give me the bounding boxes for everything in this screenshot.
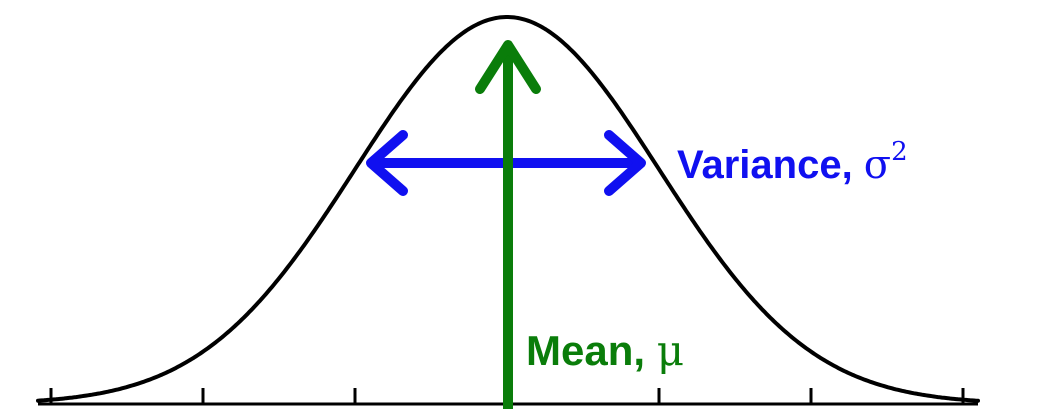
variance-exponent: 2 [891, 137, 908, 167]
mu-symbol: μ [657, 326, 684, 375]
variance-label: Variance, σ2 [677, 137, 908, 188]
mean-label-text: Mean, [526, 327, 657, 374]
mean-arrow [475, 40, 541, 409]
bell-curve [36, 15, 980, 403]
variance-label-text: Variance, [677, 143, 864, 187]
mean-label: Mean, μ [526, 326, 684, 375]
sigma-symbol: σ [864, 142, 891, 188]
